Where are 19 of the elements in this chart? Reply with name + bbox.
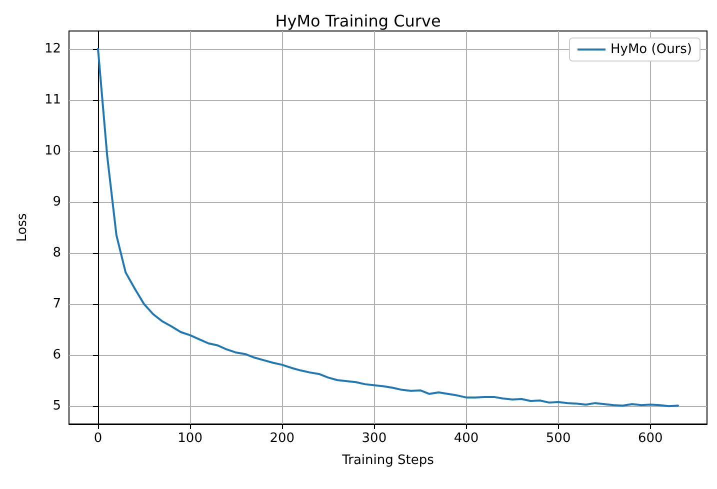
x-tick-label: 300: [362, 431, 387, 446]
y-tick-label: 5: [52, 398, 61, 414]
x-axis-title: Training Steps: [341, 453, 434, 468]
chart-title: HyMo Training Curve: [275, 12, 441, 30]
y-tick-label: 8: [52, 246, 61, 261]
x-tick-label: 400: [454, 431, 479, 446]
x-tick-label: 200: [270, 431, 295, 446]
x-tick-label: 100: [178, 431, 202, 446]
y-axis-title: Loss: [15, 213, 30, 242]
y-tick-label: 11: [44, 92, 61, 108]
x-tick-label: 600: [638, 431, 663, 446]
legend-label: HyMo (Ours): [610, 42, 692, 57]
y-tick-label: 10: [44, 143, 61, 158]
y-tick-label: 6: [52, 348, 61, 363]
x-tick-label: 0: [94, 431, 102, 446]
y-tick-label: 7: [52, 296, 61, 312]
y-tick-label: 12: [44, 41, 61, 56]
x-tick-label: 500: [546, 431, 571, 446]
y-tick-label: 9: [52, 194, 61, 210]
